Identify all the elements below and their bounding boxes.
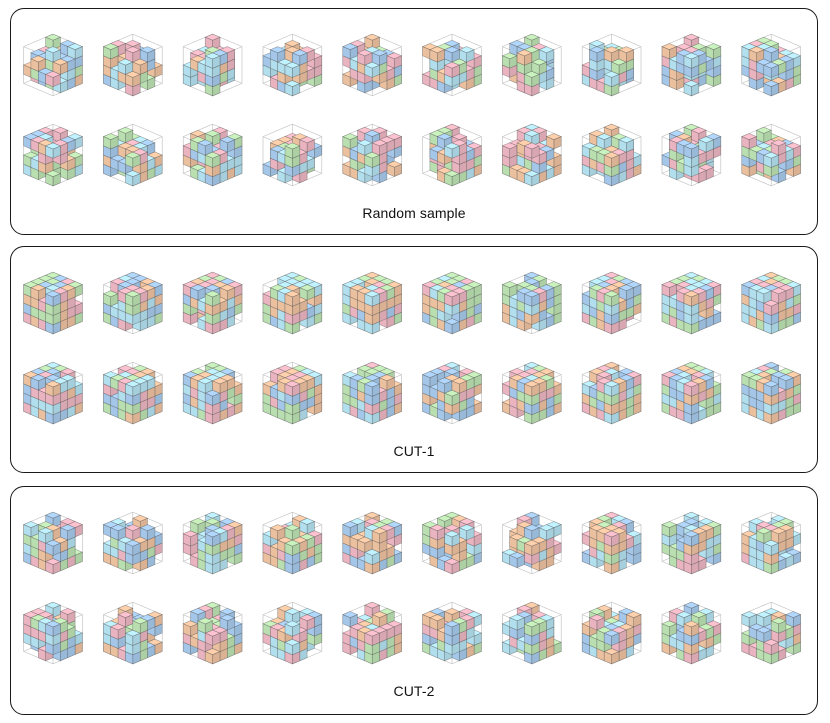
voxel-cube [182, 601, 243, 665]
random-sample-panel: Random sample [10, 8, 818, 235]
voxel-cube [581, 361, 642, 425]
voxel-cube [102, 123, 163, 187]
voxel-cube [741, 271, 802, 335]
random-sample-cube-grid [22, 33, 802, 187]
voxel-cube [102, 33, 163, 97]
voxel-cube [741, 601, 802, 665]
voxel-cube [182, 361, 243, 425]
voxel-cube [422, 123, 483, 187]
voxel-cube [102, 271, 163, 335]
voxel-cube [262, 123, 323, 187]
voxel-cube [501, 271, 562, 335]
cut-1-label: CUT-1 [393, 443, 435, 459]
voxel-cube [581, 511, 642, 575]
voxel-cube [501, 361, 562, 425]
voxel-cube [22, 361, 84, 425]
voxel-cube [661, 601, 722, 665]
voxel-cube [661, 511, 722, 575]
cut-1-cube-grid [22, 271, 802, 425]
voxel-cube [661, 361, 722, 425]
voxel-cube [501, 511, 562, 575]
voxel-cube [661, 33, 722, 97]
voxel-cube [262, 601, 323, 665]
voxel-cube [501, 601, 562, 665]
voxel-cube [182, 511, 243, 575]
voxel-cube [22, 33, 84, 97]
voxel-cube [102, 601, 163, 665]
voxel-cube [342, 601, 403, 665]
voxel-cube [342, 361, 403, 425]
random-sample-label: Random sample [362, 205, 466, 221]
voxel-cube [581, 601, 642, 665]
cut-2-label: CUT-2 [393, 683, 435, 699]
voxel-cube [421, 33, 483, 97]
voxel-cube [262, 33, 323, 97]
voxel-cube [102, 511, 163, 575]
voxel-cube [661, 271, 722, 335]
voxel-cube [421, 601, 483, 665]
voxel-cube [262, 361, 323, 425]
cut-2-panel: CUT-2 [10, 486, 818, 715]
voxel-cube [581, 271, 642, 335]
voxel-cube [501, 123, 562, 187]
voxel-cube [262, 271, 323, 335]
voxel-cube [741, 511, 802, 575]
voxel-cube [741, 361, 802, 425]
cut-1-panel: CUT-1 [10, 246, 818, 473]
voxel-cube [22, 271, 84, 335]
voxel-cube [182, 271, 243, 335]
voxel-cube [342, 271, 403, 335]
voxel-cube [661, 123, 722, 187]
voxel-cube [421, 271, 483, 335]
voxel-cube [342, 33, 403, 97]
voxel-cube [342, 123, 403, 187]
voxel-cube [182, 123, 243, 187]
voxel-cube [182, 33, 243, 97]
voxel-cube [421, 511, 483, 575]
voxel-cube [22, 123, 84, 187]
voxel-cube [501, 33, 562, 97]
voxel-cube [22, 511, 84, 575]
voxel-cube [421, 361, 483, 425]
voxel-cube [22, 601, 84, 665]
voxel-cube [581, 123, 642, 187]
voxel-cube [262, 511, 323, 575]
voxel-cube [342, 511, 403, 575]
cut-2-cube-grid [22, 511, 802, 665]
voxel-cube [102, 361, 163, 425]
voxel-cube [581, 33, 642, 97]
voxel-cube [741, 123, 802, 187]
voxel-cube [741, 33, 802, 97]
